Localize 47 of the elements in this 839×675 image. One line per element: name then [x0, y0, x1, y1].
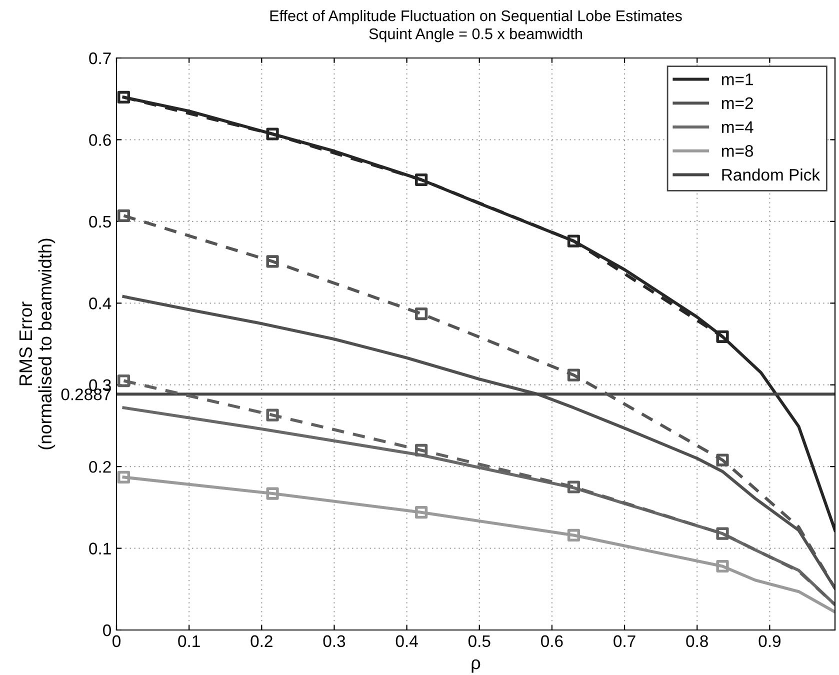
y-axis-title: RMS Error (normalised to beamwidth) — [19, 238, 56, 450]
point — [117, 470, 130, 484]
x-tick-label: 0.3 — [323, 635, 346, 648]
point — [716, 454, 729, 466]
point — [117, 374, 130, 388]
point — [415, 506, 428, 519]
chart-subtitle: Squint Angle = 0.5 x beamwidth — [369, 28, 582, 42]
point — [716, 527, 729, 540]
point — [567, 480, 580, 494]
point — [567, 368, 580, 382]
point — [266, 255, 279, 268]
y-tick-label: 0.7 — [89, 52, 111, 64]
y-tick-label: 0.2 — [89, 460, 111, 473]
point — [266, 128, 279, 140]
point — [415, 444, 428, 457]
legend-label: m=2 — [722, 97, 753, 109]
x-tick-label: 0 — [112, 635, 120, 648]
x-tick-label: 0.7 — [614, 635, 636, 648]
point — [415, 173, 428, 186]
chart-title: Effect of Amplitude Fluctuation on Sequential Lobe Estimates — [270, 10, 682, 24]
legend-label: m=1 — [722, 74, 753, 86]
y-tick-label: 0.5 — [89, 216, 111, 228]
point — [716, 330, 729, 343]
x-tick-label: 0.4 — [396, 635, 418, 648]
y-tick-label: 0.1 — [89, 542, 111, 554]
point — [117, 209, 130, 222]
point — [716, 560, 729, 573]
y-tick-label: 0.4 — [89, 298, 112, 310]
x-tick-label: 0.5 — [468, 635, 490, 648]
point — [567, 528, 580, 542]
y-tick-label: 0.6 — [89, 134, 111, 146]
y-tick-label: 0 — [103, 624, 111, 636]
x-axis-title: ρ — [472, 659, 480, 673]
x-tick-label: 0.1 — [178, 635, 200, 648]
y-tick-label: 0.2887 — [61, 388, 111, 400]
x-tick-label: 0.8 — [686, 635, 708, 648]
point — [117, 90, 130, 104]
legend-label: Random Pick — [722, 168, 820, 181]
point — [266, 487, 279, 500]
x-tick-label: 0.6 — [541, 635, 563, 648]
point — [415, 307, 428, 320]
legend-label: m=4 — [722, 121, 754, 133]
x-tick-label: 0.2 — [250, 635, 272, 648]
point — [567, 234, 580, 248]
x-tick-label: 0.9 — [758, 635, 780, 648]
point — [266, 408, 279, 422]
legend-label: m=8 — [722, 145, 754, 157]
